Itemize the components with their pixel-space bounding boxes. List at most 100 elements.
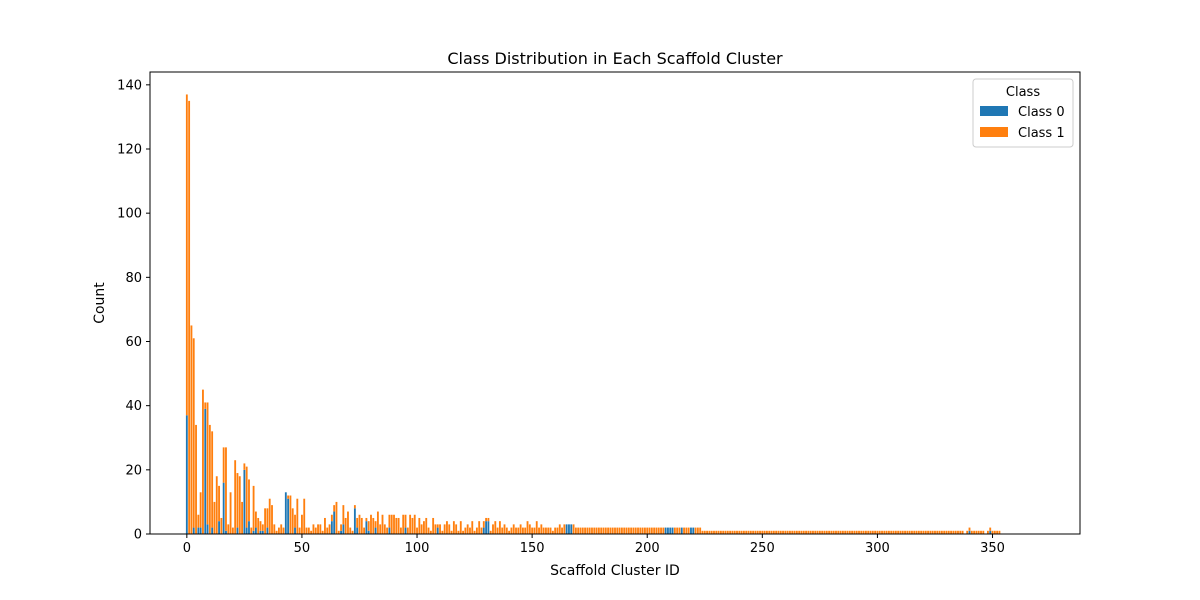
bar-class-1-cluster-244: [747, 530, 750, 534]
bar-class-1-cluster-116: [452, 521, 455, 534]
bar-class-1-cluster-10: [208, 424, 211, 534]
bar-class-1-cluster-223: [699, 527, 702, 534]
bar-class-1-cluster-189: [620, 527, 623, 534]
bar-class-1-cluster-260: [784, 530, 787, 534]
bar-class-1-cluster-139: [505, 527, 508, 534]
bar-class-1-cluster-133: [492, 524, 494, 534]
bar-class-1-cluster-117: [455, 524, 458, 534]
bar-class-1-cluster-102: [420, 524, 423, 534]
bar-class-1-cluster-303: [883, 530, 886, 534]
y-tick-label: 140: [117, 78, 142, 93]
bar-class-1-cluster-265: [795, 530, 798, 534]
bar-class-1-cluster-31: [257, 517, 260, 534]
bar-class-1-cluster-306: [890, 530, 893, 534]
bar-class-1-cluster-164: [563, 524, 566, 534]
bar-class-1-cluster-323: [929, 530, 932, 534]
bar-class-1-cluster-95: [404, 514, 407, 528]
bar-class-1-cluster-216: [683, 527, 685, 534]
bar-class-0-cluster-67: [340, 530, 342, 534]
bar-class-1-cluster-130: [485, 517, 488, 522]
bar-class-1-cluster-331: [947, 530, 950, 534]
bar-class-1-cluster-113: [446, 521, 448, 534]
bar-class-1-cluster-261: [786, 530, 789, 534]
bar-class-1-cluster-184: [609, 527, 612, 534]
bar-class-1-cluster-288: [848, 530, 851, 534]
bar-class-0-cluster-26: [245, 527, 248, 534]
bar-class-1-cluster-239: [736, 530, 738, 534]
bar-class-1-cluster-66: [337, 530, 340, 534]
bar-class-1-cluster-114: [448, 524, 451, 534]
bar-class-1-cluster-224: [701, 530, 704, 534]
bar-class-1-cluster-269: [805, 530, 807, 534]
bar-class-1-cluster-292: [858, 530, 860, 534]
bar-class-1-cluster-72: [351, 530, 354, 534]
bar-class-1-cluster-44: [287, 495, 290, 499]
bar-class-1-cluster-301: [878, 530, 881, 534]
bar-class-1-cluster-8: [204, 402, 207, 409]
bar-class-1-cluster-153: [538, 527, 540, 534]
bar-class-1-cluster-28: [250, 527, 253, 534]
bar-class-1-cluster-212: [673, 527, 676, 534]
bar-class-1-cluster-179: [597, 527, 600, 534]
bar-class-0-cluster-35: [266, 527, 269, 534]
bar-class-1-cluster-171: [579, 527, 582, 534]
bar-class-0-cluster-130: [485, 521, 488, 534]
y-tick-label: 80: [125, 271, 142, 286]
bar-class-1-cluster-74: [356, 517, 359, 528]
bar-class-1-cluster-281: [832, 530, 835, 534]
bar-class-1-cluster-2: [190, 325, 193, 534]
bar-class-1-cluster-232: [719, 530, 722, 534]
bar-class-1-cluster-122: [466, 524, 469, 534]
bar-class-0-cluster-44: [287, 498, 290, 534]
bar-class-1-cluster-271: [809, 530, 812, 534]
bar-class-1-cluster-230: [715, 530, 718, 534]
bar-class-1-cluster-128: [480, 527, 483, 534]
bar-class-1-cluster-23: [238, 476, 241, 534]
bar-class-1-cluster-289: [851, 530, 854, 534]
bar-class-1-cluster-238: [733, 530, 736, 534]
bar-class-1-cluster-278: [825, 530, 828, 534]
bar-class-1-cluster-168: [572, 524, 575, 534]
bar-class-1-cluster-32: [259, 521, 262, 531]
bar-class-1-cluster-170: [577, 527, 580, 534]
bar-class-1-cluster-120: [462, 530, 464, 534]
bar-class-1-cluster-309: [897, 530, 900, 534]
bar-class-0-cluster-74: [356, 527, 359, 534]
bar-class-1-cluster-206: [660, 527, 662, 534]
x-tick-label: 300: [865, 541, 890, 556]
bar-class-1-cluster-286: [844, 530, 847, 534]
bar-class-1-cluster-9: [206, 402, 209, 525]
bar-class-1-cluster-333: [952, 530, 955, 534]
bar-class-0-cluster-0: [185, 415, 188, 534]
bar-class-1-cluster-124: [471, 521, 474, 534]
bar-class-1-cluster-103: [423, 521, 425, 534]
bar-class-1-cluster-276: [821, 530, 824, 534]
bar-class-1-cluster-317: [915, 530, 918, 534]
bar-class-1-cluster-345: [980, 530, 982, 534]
bar-class-0-cluster-78: [365, 521, 368, 534]
bar-class-1-cluster-69: [344, 517, 347, 534]
bar-class-1-cluster-36: [268, 498, 271, 534]
bar-class-1-cluster-182: [604, 527, 607, 534]
bar-class-1-cluster-55: [312, 524, 315, 534]
bar-class-1-cluster-199: [644, 527, 646, 534]
bar-class-1-cluster-62: [328, 524, 331, 534]
bar-class-1-cluster-51: [303, 498, 306, 534]
bar-class-1-cluster-177: [593, 527, 596, 534]
bar-class-1-cluster-254: [770, 530, 773, 534]
bar-class-1-cluster-336: [959, 530, 962, 534]
bar-class-1-cluster-30: [254, 511, 257, 528]
bar-class-1-cluster-148: [526, 521, 529, 534]
bar-class-1-cluster-305: [888, 530, 890, 534]
x-axis-ticks: 0 50 100 150 200 250 300 350: [183, 534, 1005, 556]
bar-class-1-cluster-307: [892, 530, 895, 534]
bar-class-1-cluster-228: [710, 530, 713, 534]
bar-class-1-cluster-342: [973, 530, 976, 534]
legend: Class Class 0 Class 1: [972, 78, 1074, 148]
bar-class-0-cluster-3: [192, 527, 195, 534]
bar-class-0-cluster-32: [259, 530, 262, 534]
bar-class-1-cluster-229: [713, 530, 715, 534]
bar-class-0-cluster-11: [211, 527, 214, 534]
bar-class-1-cluster-161: [556, 527, 559, 534]
bar-class-1-cluster-267: [800, 530, 803, 534]
